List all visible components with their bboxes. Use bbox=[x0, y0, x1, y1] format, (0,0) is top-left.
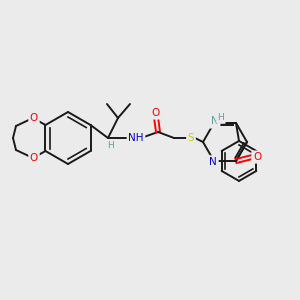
Text: O: O bbox=[152, 108, 160, 118]
Text: H: H bbox=[218, 113, 224, 122]
Text: N: N bbox=[209, 157, 217, 167]
Text: N: N bbox=[209, 157, 217, 167]
Text: O: O bbox=[30, 153, 38, 163]
Text: H: H bbox=[108, 140, 114, 149]
Text: N: N bbox=[209, 117, 217, 127]
Text: NH: NH bbox=[128, 133, 144, 143]
Text: S: S bbox=[188, 133, 194, 143]
Text: O: O bbox=[253, 152, 261, 162]
Text: N: N bbox=[211, 116, 219, 126]
Text: O: O bbox=[30, 113, 38, 123]
